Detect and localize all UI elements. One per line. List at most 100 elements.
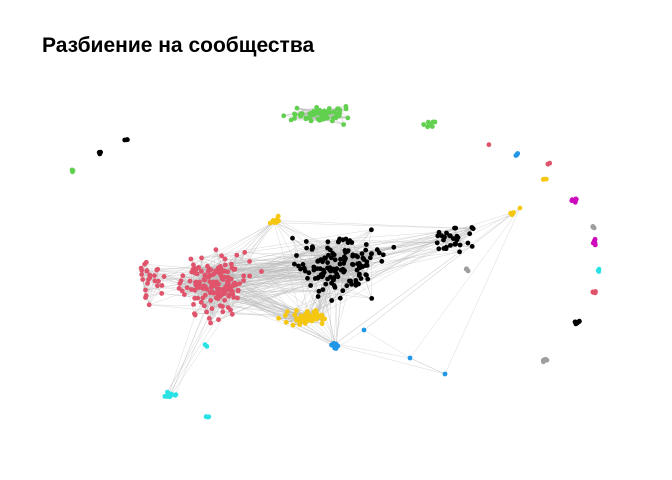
node-black — [349, 240, 355, 245]
node-yellow — [517, 205, 523, 211]
node-green — [294, 105, 300, 111]
node-red — [206, 316, 212, 321]
node-red — [182, 292, 187, 297]
node-red — [222, 297, 228, 303]
node-red — [205, 263, 210, 269]
network-edge — [333, 247, 447, 280]
network-edge — [149, 304, 223, 307]
node-red — [229, 261, 234, 267]
node-red — [203, 284, 208, 290]
network-edge — [296, 244, 456, 311]
node-red — [147, 272, 153, 278]
node-red — [189, 287, 194, 292]
node-black — [304, 245, 309, 251]
node-yellow — [319, 321, 325, 327]
network-edge — [459, 228, 474, 246]
network-edge — [201, 238, 346, 259]
node-red — [259, 269, 264, 274]
node-black — [315, 294, 321, 299]
node-yellow — [276, 315, 281, 321]
node-black — [331, 275, 337, 280]
network-edge — [333, 207, 521, 345]
node-red — [194, 280, 200, 285]
node-black — [290, 235, 295, 241]
node-black — [305, 275, 310, 281]
node-red — [218, 287, 224, 292]
node-red — [176, 286, 182, 291]
node-red — [219, 267, 225, 273]
node-red — [237, 281, 243, 286]
node-red — [592, 290, 598, 296]
node-black — [435, 233, 441, 239]
node-black — [357, 271, 362, 277]
node-black — [325, 239, 331, 245]
node-blue — [333, 346, 339, 351]
node-black — [325, 260, 330, 265]
network-edge — [292, 237, 342, 271]
network-edge — [213, 261, 318, 275]
node-red — [220, 277, 226, 282]
node-black — [340, 288, 346, 294]
network-edge — [334, 287, 338, 347]
network-edge — [357, 235, 457, 265]
network-edge — [194, 254, 237, 299]
network-edge — [335, 343, 411, 359]
node-black — [441, 246, 447, 251]
network-edge — [226, 286, 336, 345]
network-edge — [224, 237, 459, 272]
node-cyan — [206, 414, 212, 420]
node-red — [180, 273, 186, 279]
node-black — [319, 274, 325, 280]
node-black — [325, 245, 330, 251]
node-yellow — [300, 318, 305, 323]
network-edge — [283, 107, 317, 117]
node-red — [216, 317, 221, 323]
node-green — [298, 113, 304, 119]
node-green — [327, 110, 332, 115]
node-green — [421, 122, 427, 127]
node-green — [343, 106, 349, 112]
node-red — [229, 311, 235, 317]
node-red — [143, 293, 149, 298]
node-red — [222, 256, 228, 262]
page-title: Разбиение на сообщества — [42, 34, 315, 57]
node-black — [335, 274, 341, 280]
node-green — [308, 118, 314, 124]
node-red — [209, 306, 215, 311]
node-red — [154, 267, 160, 273]
node-red — [545, 161, 551, 167]
node-green — [303, 116, 309, 121]
node-black — [332, 269, 338, 274]
node-black — [338, 256, 343, 262]
node-red — [159, 283, 165, 288]
node-red — [177, 281, 183, 286]
node-green — [310, 110, 315, 115]
node-black — [342, 258, 347, 263]
node-green — [341, 122, 346, 127]
node-red — [152, 273, 157, 278]
node-green — [70, 169, 75, 175]
node-red — [184, 285, 190, 291]
node-green — [334, 111, 340, 117]
node-black — [353, 282, 359, 288]
network-edge — [409, 207, 521, 359]
node-black — [323, 255, 328, 261]
network-edge — [286, 275, 323, 323]
node-black — [294, 253, 299, 258]
node-blue — [361, 327, 367, 333]
node-red — [199, 268, 204, 274]
node-black — [327, 267, 332, 273]
network-edge — [244, 252, 336, 344]
node-yellow — [319, 312, 325, 318]
network-edge — [145, 293, 162, 298]
node-blue — [407, 355, 413, 361]
network-edge — [273, 220, 345, 271]
network-edge — [333, 259, 341, 344]
node-red — [161, 274, 167, 279]
node-black — [448, 233, 453, 239]
node-red — [225, 305, 231, 310]
network-edge — [145, 275, 155, 291]
node-red — [241, 273, 247, 279]
network-edge — [220, 227, 456, 297]
network-edge — [454, 212, 514, 245]
